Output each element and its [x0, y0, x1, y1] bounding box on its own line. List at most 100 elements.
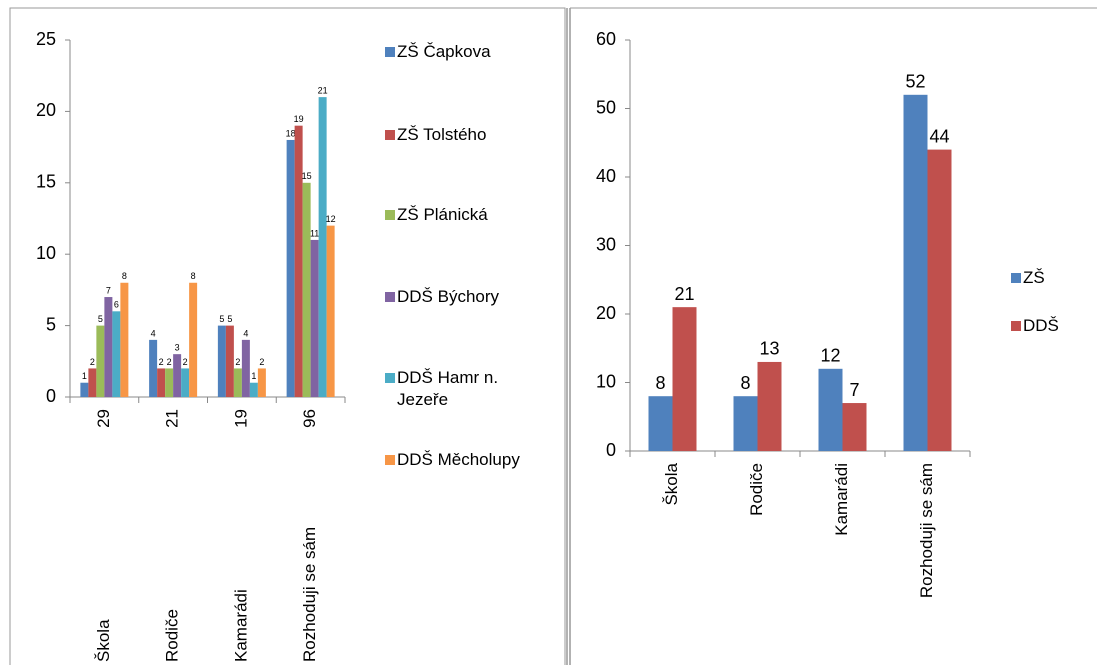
- bar: [96, 325, 105, 397]
- x-tick-label: Rozhoduji se sám: [917, 463, 936, 598]
- bar: [818, 368, 843, 451]
- y-tick-label: 15: [36, 172, 56, 192]
- x-tick-label: Škola: [662, 462, 681, 505]
- bar: [80, 382, 89, 397]
- bar: [217, 325, 226, 397]
- data-label: 12: [820, 346, 840, 366]
- bar: [104, 297, 113, 397]
- legend-entry: DDŠ Býchory: [397, 287, 500, 306]
- data-label: 2: [167, 357, 172, 367]
- bar: [181, 368, 190, 397]
- legend-label: DDŠ Hamr n. Jezeře: [397, 368, 499, 409]
- bar: [310, 239, 319, 397]
- legend-swatch: [1011, 273, 1021, 283]
- data-label: 19: [294, 114, 304, 124]
- y-tick-label: 40: [596, 166, 616, 186]
- data-label: 5: [227, 314, 232, 324]
- y-tick-label: 0: [606, 440, 616, 460]
- bar: [157, 368, 166, 397]
- legend-swatch: [385, 373, 395, 383]
- bar: [733, 396, 758, 451]
- data-label: 44: [929, 126, 949, 146]
- legend-entry: ZŠ Čapkova: [397, 42, 491, 61]
- legend-label: DDŠ Býchory: [397, 287, 500, 306]
- data-label: 13: [759, 339, 779, 359]
- bar: [257, 368, 266, 397]
- x-tick-label: Rodiče: [163, 609, 182, 662]
- bar: [88, 368, 97, 397]
- bar: [672, 307, 697, 451]
- legend-entry: ZŠ: [1023, 268, 1045, 287]
- legend-entry: ZŠ Plánická: [397, 205, 488, 224]
- data-label: 3: [175, 343, 180, 353]
- bar: [842, 403, 867, 451]
- y-tick-label: 25: [36, 29, 56, 49]
- bar: [927, 149, 952, 451]
- legend-label: ZŠ Čapkova: [397, 42, 491, 61]
- x-tick-total: 96: [300, 409, 319, 428]
- y-tick-label: 0: [46, 386, 56, 406]
- legend-swatch: [385, 210, 395, 220]
- x-tick-total: 21: [163, 409, 182, 428]
- data-label: 2: [183, 357, 188, 367]
- x-tick-label: Škola: [94, 619, 113, 662]
- legend-swatch: [385, 47, 395, 57]
- y-tick-label: 20: [596, 303, 616, 323]
- legend-label: ZŠ Tolstého: [397, 125, 487, 144]
- bar: [225, 325, 234, 397]
- data-label: 18: [286, 128, 296, 138]
- data-label: 6: [114, 300, 119, 310]
- y-tick-label: 20: [36, 100, 56, 120]
- data-label: 8: [191, 271, 196, 281]
- legend-swatch: [385, 292, 395, 302]
- data-label: 4: [243, 328, 248, 338]
- data-label: 2: [235, 357, 240, 367]
- y-tick-label: 10: [596, 371, 616, 391]
- legend-swatch: [1011, 321, 1021, 331]
- data-label: 15: [302, 171, 312, 181]
- x-tick-label: Kamarádi: [231, 589, 250, 662]
- data-label: 1: [251, 371, 256, 381]
- legend-label: DDŠ: [1023, 316, 1059, 335]
- data-label: 5: [219, 314, 224, 324]
- bar: [112, 311, 121, 397]
- left-panel-border: [9, 7, 566, 665]
- data-label: 5: [98, 314, 103, 324]
- bar: [286, 139, 295, 397]
- data-label: 7: [849, 380, 859, 400]
- data-label: 21: [674, 284, 694, 304]
- bar: [173, 354, 182, 397]
- bar: [120, 282, 129, 397]
- bar: [149, 339, 158, 397]
- bar: [302, 182, 311, 397]
- data-label: 12: [326, 214, 336, 224]
- legend-entry: DDŠ: [1023, 316, 1059, 335]
- legend-entry: DDŠ Měcholupy: [397, 450, 520, 469]
- x-tick-label: Kamarádi: [832, 463, 851, 536]
- data-label: 8: [655, 373, 665, 393]
- legend-label: ZŠ Plánická: [397, 205, 488, 224]
- data-label: 8: [740, 373, 750, 393]
- y-tick-label: 60: [596, 29, 616, 49]
- legend-swatch: [385, 130, 395, 140]
- bar: [189, 282, 198, 397]
- x-tick-label: Rozhoduji se sám: [300, 527, 319, 662]
- data-label: 1: [82, 371, 87, 381]
- bar: [903, 94, 928, 452]
- bar: [233, 368, 242, 397]
- bar: [241, 339, 250, 397]
- y-tick-label: 50: [596, 97, 616, 117]
- data-label: 2: [159, 357, 164, 367]
- data-label: 2: [90, 357, 95, 367]
- x-tick-total: 29: [94, 409, 113, 428]
- bar: [757, 361, 782, 451]
- legend-swatch: [385, 455, 395, 465]
- data-label: 7: [106, 285, 111, 295]
- data-label: 4: [151, 328, 156, 338]
- bar: [294, 125, 303, 398]
- y-tick-label: 10: [36, 243, 56, 263]
- data-label: 8: [122, 271, 127, 281]
- legend-label: DDŠ Měcholupy: [397, 450, 520, 469]
